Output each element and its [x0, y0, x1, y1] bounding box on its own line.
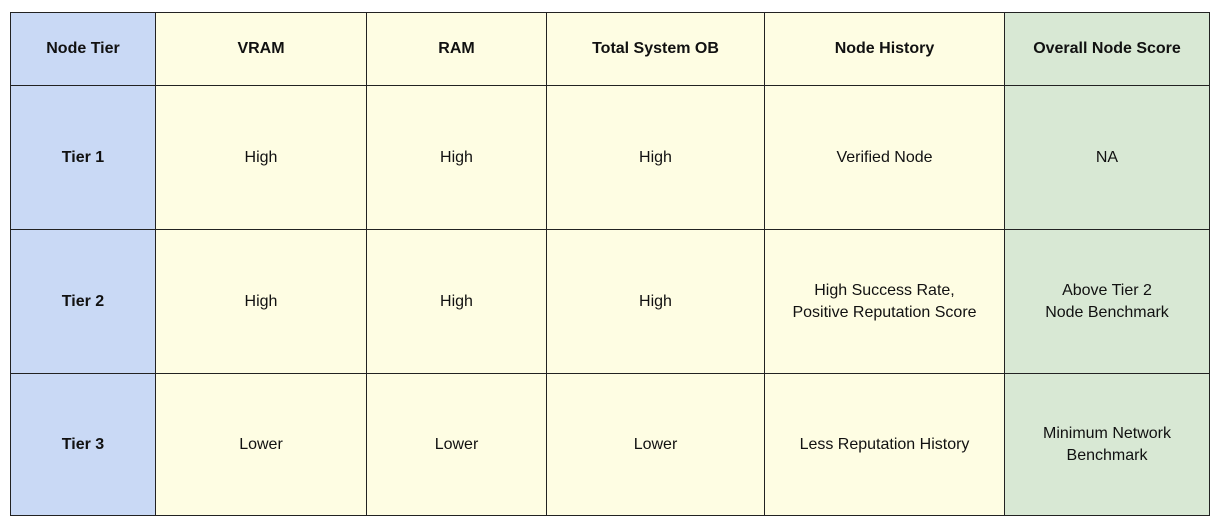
tier-1-total-system-ob: High [547, 86, 765, 230]
header-total-system-ob: Total System OB [547, 13, 765, 86]
tier-3-node-history: Less Reputation History [765, 374, 1005, 515]
tier-3-ram: Lower [367, 374, 547, 515]
tier-3-vram: Lower [156, 374, 367, 515]
tier-1-ram: High [367, 86, 547, 230]
header-ram: RAM [367, 13, 547, 86]
tier-1-overall-score: NA [1005, 86, 1209, 230]
tier-2-node-history: High Success Rate, Positive Reputation S… [765, 230, 1005, 374]
tier-3-overall-score: Minimum Network Benchmark [1005, 374, 1209, 515]
tier-1-label: Tier 1 [11, 86, 156, 230]
header-overall-node-score: Overall Node Score [1005, 13, 1209, 86]
tier-2-vram: High [156, 230, 367, 374]
tier-2-total-system-ob: High [547, 230, 765, 374]
tier-1-node-history: Verified Node [765, 86, 1005, 230]
tier-2-overall-score: Above Tier 2 Node Benchmark [1005, 230, 1209, 374]
node-tier-table: Node Tier VRAM RAM Total System OB Node … [10, 12, 1210, 516]
tier-2-label: Tier 2 [11, 230, 156, 374]
header-node-tier: Node Tier [11, 13, 156, 86]
tier-3-total-system-ob: Lower [547, 374, 765, 515]
tier-3-label: Tier 3 [11, 374, 156, 515]
tier-2-ram: High [367, 230, 547, 374]
tier-1-vram: High [156, 86, 367, 230]
header-node-history: Node History [765, 13, 1005, 86]
header-vram: VRAM [156, 13, 367, 86]
